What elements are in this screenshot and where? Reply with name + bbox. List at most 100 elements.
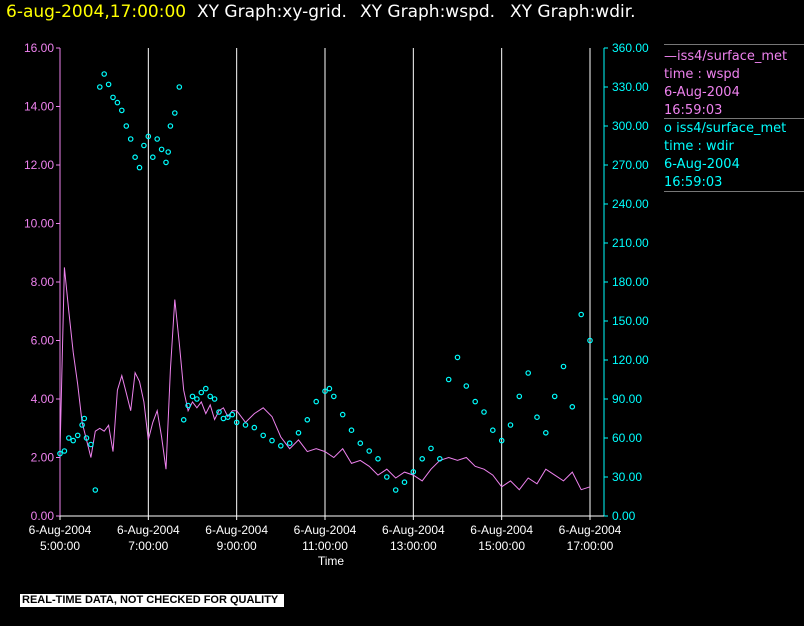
wdir-point — [61, 448, 68, 454]
wdir-point — [251, 424, 258, 431]
left-tick-label: 16.00 — [24, 41, 54, 55]
legend-wspd-time: 16:59:03 — [664, 103, 723, 118]
legend-wdir-time: 16:59:03 — [664, 175, 723, 190]
wdir-point — [578, 311, 585, 318]
legend-wspd-variable: time : wspd — [664, 67, 740, 82]
wdir-point — [167, 123, 174, 129]
x-tick-time-label: 13:00:00 — [390, 539, 437, 553]
legend-entry-wspd: —iss4/surface_met time : wspd 6-Aug-2004… — [664, 48, 804, 124]
wdir-point — [136, 164, 143, 171]
wdir-point — [286, 440, 293, 447]
wdir-point — [101, 71, 108, 77]
x-tick-date-label: 6-Aug-2004 — [382, 523, 445, 537]
wdir-point — [194, 396, 200, 402]
chart-axes — [59, 48, 605, 517]
right-tick-label: 360.00 — [612, 41, 649, 55]
wdir-point — [304, 416, 311, 423]
x-tick-date-label: 6-Aug-2004 — [470, 523, 533, 537]
left-tick-label: 8.00 — [31, 275, 55, 289]
wdir-point — [216, 409, 222, 415]
wdir-point — [123, 123, 130, 129]
wdir-point — [489, 427, 496, 434]
wdir-point — [163, 159, 169, 166]
series-wspd-line — [59, 267, 591, 491]
wdir-point — [81, 415, 88, 422]
wdir-point — [542, 429, 549, 436]
x-tick-time-label: 5:00:00 — [40, 539, 80, 553]
right-tick-label: 60.00 — [612, 431, 642, 445]
wdir-point — [158, 146, 165, 153]
wdir-point — [141, 142, 147, 149]
right-tick-label: 90.00 — [612, 392, 642, 406]
wdir-point — [383, 474, 390, 480]
wdir-point — [88, 441, 94, 448]
wdir-point — [357, 440, 364, 447]
wdir-point — [189, 393, 196, 400]
right-tick-label: 150.00 — [612, 314, 649, 328]
wdir-point — [172, 110, 178, 116]
wdir-point — [277, 442, 284, 449]
wdir-point — [66, 435, 72, 441]
wdir-point — [185, 402, 191, 409]
wdir-point — [419, 455, 426, 462]
quality-disclaimer: REAL-TIME DATA, NOT CHECKED FOR QUALITY — [20, 594, 285, 607]
wdir-point — [498, 437, 505, 444]
vertical-grid-lines — [147, 48, 591, 516]
wdir-point — [207, 393, 214, 400]
legend-bottom-rule — [664, 191, 804, 192]
wdir-point — [392, 487, 399, 493]
right-tick-label: 270.00 — [612, 158, 649, 172]
x-tick-time-label: 17:00:00 — [567, 539, 614, 553]
wdir-point — [233, 419, 240, 426]
wspd-line — [59, 267, 591, 491]
right-tick-label: 300.00 — [612, 119, 649, 133]
wdir-point — [481, 409, 487, 415]
x-tick-time-label: 7:00:00 — [128, 539, 168, 553]
wdir-point — [70, 437, 77, 444]
legend-wdir-date: 6-Aug-2004 — [664, 157, 740, 172]
wdir-point — [269, 437, 275, 444]
x-axis-label: Time — [318, 554, 345, 568]
wdir-point — [534, 414, 540, 421]
left-tick-label: 4.00 — [31, 392, 55, 406]
x-tick-date-label: 6-Aug-2004 — [29, 523, 92, 537]
wdir-point — [83, 435, 90, 441]
wdir-point — [569, 403, 576, 410]
right-tick-label: 240.00 — [612, 197, 649, 211]
legend-wspd-date: 6-Aug-2004 — [664, 85, 740, 100]
header-graph-wdir: XY Graph:wdir. — [510, 2, 636, 22]
wdir-point — [74, 432, 81, 439]
wdir-point — [463, 383, 470, 389]
right-tick-label: 330.00 — [612, 80, 649, 94]
wdir-point — [472, 398, 479, 405]
x-tick-date-label: 6-Aug-2004 — [294, 523, 357, 537]
wdir-point — [436, 455, 443, 462]
wdir-point — [220, 415, 227, 422]
wdir-point — [57, 450, 63, 457]
wdir-point — [242, 422, 249, 428]
x-tick-time-label: 11:00:00 — [302, 539, 348, 553]
right-tick-label: 180.00 — [612, 275, 649, 289]
left-tick-label: 6.00 — [31, 334, 55, 348]
x-tick-date-label: 6-Aug-2004 — [559, 523, 622, 537]
wdir-point — [110, 94, 116, 101]
wdir-point — [516, 393, 523, 400]
chart-header: 6-aug-2004,17:00:00 XY Graph:xy-grid. XY… — [0, 0, 804, 28]
wdir-point — [92, 487, 99, 493]
wdir-point — [410, 468, 417, 475]
wdir-point — [525, 370, 532, 376]
header-timestamp: 6-aug-2004,17:00:00 — [6, 2, 187, 22]
wdir-point — [507, 422, 514, 428]
wdir-point — [154, 136, 161, 142]
wdir-point — [229, 411, 236, 418]
left-tick-label: 10.00 — [24, 217, 54, 231]
wdir-point — [560, 363, 567, 370]
wdir-point — [105, 81, 112, 88]
wdir-point — [97, 84, 103, 90]
wdir-point — [295, 429, 302, 436]
legend-entry-wdir: o iss4/surface_met time : wdir 6-Aug-200… — [664, 120, 804, 196]
left-axis-ticks: 0.00 2.00 4.00 6.00 8.00 10.00 12.00 14.00 16.00 — [24, 41, 60, 523]
wdir-point — [127, 136, 134, 142]
wdir-point — [401, 479, 408, 486]
